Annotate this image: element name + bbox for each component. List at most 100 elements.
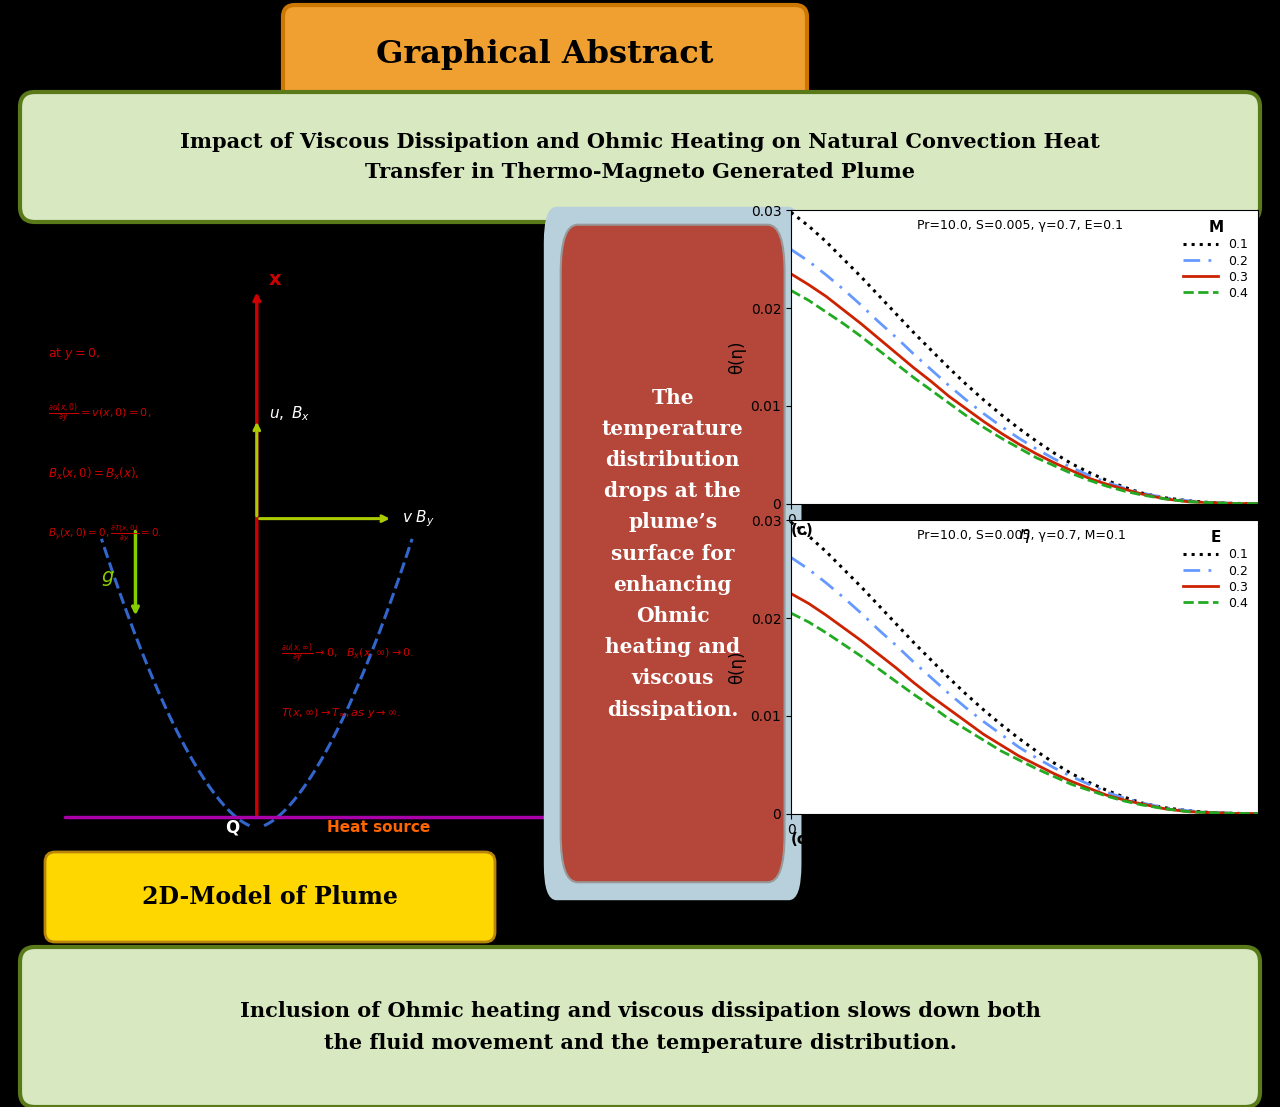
Text: Graphical Abstract: Graphical Abstract xyxy=(376,40,714,71)
0.4 xyxy=(1046,459,1061,473)
Line: 0.1: 0.1 xyxy=(791,213,1258,504)
0.1 xyxy=(1203,496,1219,509)
FancyBboxPatch shape xyxy=(20,92,1260,223)
Line: 0.3: 0.3 xyxy=(791,593,1258,814)
0.2 xyxy=(1011,741,1027,754)
0.4 xyxy=(1134,488,1149,501)
Text: $\frac{\partial u(x,\infty)}{\partial y} \to 0,\ \ B_x(x,\infty) \to 0.$: $\frac{\partial u(x,\infty)}{\partial y}… xyxy=(282,641,415,665)
0.1 xyxy=(888,308,904,321)
0.2 xyxy=(959,393,974,406)
0.2 xyxy=(993,420,1009,433)
Text: Pr=10.0, S=0.005, γ=0.7, E=0.1: Pr=10.0, S=0.005, γ=0.7, E=0.1 xyxy=(918,219,1123,232)
0.3 xyxy=(783,267,799,280)
0.2 xyxy=(924,363,940,376)
0.4 xyxy=(1251,807,1266,820)
Text: 2D-Model of Plume: 2D-Model of Plume xyxy=(142,884,398,909)
Text: x: x xyxy=(269,270,282,289)
0.4 xyxy=(1046,769,1061,783)
0.1 xyxy=(818,235,833,248)
0.3 xyxy=(959,715,974,728)
0.3 xyxy=(1157,493,1172,506)
0.3 xyxy=(1180,495,1196,508)
0.3 xyxy=(941,702,956,715)
0.1 xyxy=(977,393,992,406)
0.3 xyxy=(783,587,799,600)
0.2 xyxy=(941,686,956,700)
0.3 xyxy=(1011,437,1027,451)
0.2 xyxy=(1116,792,1132,805)
Line: 0.4: 0.4 xyxy=(791,613,1258,814)
0.1 xyxy=(959,377,974,391)
0.2 xyxy=(1064,461,1079,474)
0.1 xyxy=(1064,767,1079,780)
0.2 xyxy=(783,551,799,565)
0.3 xyxy=(993,426,1009,439)
0.1 xyxy=(1029,434,1044,447)
0.2 xyxy=(1134,486,1149,499)
0.4 xyxy=(1064,777,1079,790)
0.2 xyxy=(1134,796,1149,809)
0.2 xyxy=(977,407,992,421)
0.4 xyxy=(1116,485,1132,498)
0.3 xyxy=(1203,806,1219,819)
0.3 xyxy=(1098,788,1114,801)
0.2 xyxy=(977,715,992,728)
0.1 xyxy=(854,270,869,283)
0.4 xyxy=(1098,479,1114,493)
0.4 xyxy=(1082,474,1097,487)
0.2 xyxy=(870,623,886,637)
0.3 xyxy=(977,415,992,428)
Text: $\frac{\partial u(x,0)}{\partial y} = v(x,0) = 0,$: $\frac{\partial u(x,0)}{\partial y} = v(… xyxy=(49,402,151,426)
0.1 xyxy=(836,562,851,576)
0.4 xyxy=(1228,497,1243,510)
0.4 xyxy=(854,650,869,663)
Text: at $y = 0,$: at $y = 0,$ xyxy=(49,346,100,362)
Legend: 0.1, 0.2, 0.3, 0.4: 0.1, 0.2, 0.3, 0.4 xyxy=(1180,217,1252,303)
0.2 xyxy=(1203,806,1219,819)
0.3 xyxy=(1134,487,1149,500)
0.1 xyxy=(941,671,956,684)
0.2 xyxy=(836,591,851,604)
0.3 xyxy=(1098,477,1114,490)
Y-axis label: θ(η): θ(η) xyxy=(728,340,746,374)
0.2 xyxy=(1251,497,1266,510)
0.1 xyxy=(1134,486,1149,499)
0.1 xyxy=(1180,804,1196,817)
0.3 xyxy=(870,332,886,345)
0.4 xyxy=(783,283,799,297)
0.3 xyxy=(1046,456,1061,469)
0.4 xyxy=(941,396,956,410)
0.1 xyxy=(1180,494,1196,507)
0.1 xyxy=(1251,807,1266,820)
0.3 xyxy=(993,738,1009,752)
0.1 xyxy=(1134,796,1149,809)
0.4 xyxy=(1098,789,1114,803)
0.1 xyxy=(1157,492,1172,505)
0.3 xyxy=(1228,497,1243,510)
0.2 xyxy=(1180,494,1196,507)
0.4 xyxy=(801,293,817,307)
0.1 xyxy=(941,361,956,374)
0.2 xyxy=(924,671,940,684)
Text: $T(x,\infty) \to T_\infty, as\ y \to \infty.$: $T(x,\infty) \to T_\infty, as\ y \to \in… xyxy=(282,706,401,720)
0.3 xyxy=(1116,483,1132,496)
0.3 xyxy=(906,676,922,690)
0.2 xyxy=(941,379,956,392)
0.1 xyxy=(993,718,1009,732)
0.2 xyxy=(906,348,922,361)
0.2 xyxy=(1029,443,1044,456)
0.3 xyxy=(1203,496,1219,509)
0.1 xyxy=(1029,744,1044,757)
0.1 xyxy=(1011,422,1027,435)
0.4 xyxy=(1116,795,1132,808)
0.1 xyxy=(959,687,974,701)
0.1 xyxy=(1116,790,1132,804)
0.4 xyxy=(854,330,869,343)
0.3 xyxy=(1064,464,1079,477)
0.4 xyxy=(1157,803,1172,816)
Text: $v\ B_y$: $v\ B_y$ xyxy=(402,508,435,529)
0.1 xyxy=(1157,801,1172,815)
0.2 xyxy=(1116,482,1132,495)
0.1 xyxy=(1082,466,1097,479)
0.3 xyxy=(1116,794,1132,807)
